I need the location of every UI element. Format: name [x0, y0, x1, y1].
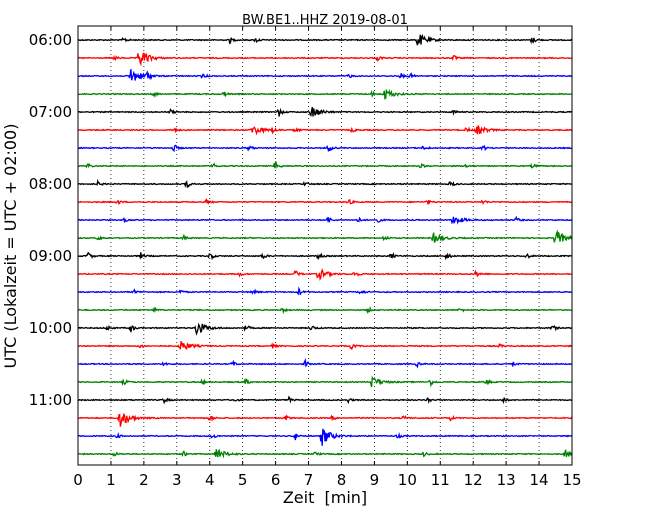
trace-row-11:45 [77, 448, 573, 459]
x-axis: 0 1 2 3 4 5 6 7 8 9 10 11 12 13 14 15 [73, 26, 582, 489]
x-tick-label: 1 [106, 471, 116, 489]
x-tick-label: 5 [238, 471, 248, 489]
x-tick-label: 12 [464, 471, 483, 489]
y-axis: 06:00 07:00 08:00 09:00 10:00 11:00 [29, 31, 572, 409]
trace-row-09:00 [77, 251, 573, 261]
x-tick-label: 6 [271, 471, 281, 489]
trace-row-08:15 [77, 198, 573, 205]
trace-row-08:45 [77, 229, 573, 243]
trace-row-09:30 [77, 286, 573, 296]
trace-row-06:30 [77, 69, 573, 81]
trace-row-06:15 [77, 52, 573, 67]
y-tick-label: 07:00 [29, 103, 72, 121]
y-tick-label: 10:00 [29, 319, 72, 337]
chart-title: BW.BE1..HHZ 2019-08-01 [242, 13, 408, 28]
x-tick-label: 9 [370, 471, 380, 489]
trace-row-07:30 [77, 144, 573, 153]
plot-frame [77, 25, 573, 466]
x-axis-label: Zeit [min] [283, 488, 367, 507]
x-tick-label: 4 [205, 471, 215, 489]
trace-row-07:00 [77, 107, 573, 117]
x-tick-label: 13 [497, 471, 516, 489]
trace-row-09:45 [77, 305, 573, 315]
trace-row-09:15 [77, 268, 573, 281]
y-tick-label: 09:00 [29, 247, 72, 265]
seismogram-traces [77, 33, 573, 459]
trace-row-07:15 [77, 125, 573, 136]
x-tick-label: 8 [337, 471, 347, 489]
y-axis-label: UTC (Lokalzeit = UTC + 02:00) [1, 124, 20, 369]
y-tick-label: 08:00 [29, 175, 72, 193]
trace-row-10:45 [77, 375, 573, 388]
trace-row-11:00 [77, 395, 573, 405]
trace-row-10:00 [77, 322, 573, 336]
x-tick-label: 15 [562, 471, 581, 489]
trace-row-10:15 [77, 340, 573, 351]
trace-row-06:45 [77, 88, 573, 100]
x-tick-label: 14 [530, 471, 549, 489]
x-tick-label: 7 [304, 471, 314, 489]
trace-row-10:30 [77, 357, 573, 369]
trace-row-07:45 [77, 161, 573, 170]
trace-row-11:15 [77, 413, 573, 427]
x-tick-label: 0 [73, 471, 83, 489]
x-tick-label: 11 [431, 471, 450, 489]
x-tick-label: 2 [139, 471, 149, 489]
trace-row-08:00 [77, 178, 573, 188]
trace-row-06:00 [77, 33, 573, 46]
y-tick-label: 06:00 [29, 31, 72, 49]
x-tick-label: 3 [172, 471, 182, 489]
y-tick-label: 11:00 [29, 391, 72, 409]
x-tick-label: 10 [398, 471, 417, 489]
trace-row-11:30 [77, 428, 573, 446]
trace-row-08:30 [77, 215, 573, 225]
